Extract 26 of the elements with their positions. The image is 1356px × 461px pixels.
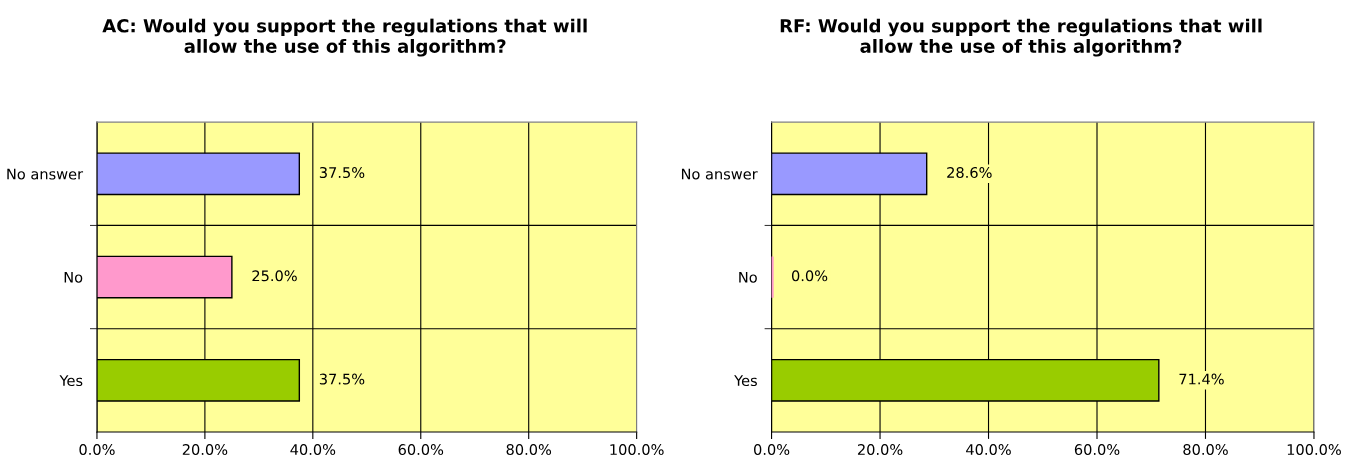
x-tick-label: 80.0% (1183, 444, 1228, 456)
data-label: 37.5% (319, 167, 365, 179)
data-label: 25.0% (252, 270, 297, 282)
x-tick-label: 60.0% (398, 444, 444, 456)
y-tick-label: No (739, 271, 757, 283)
data-label: 71.4% (1179, 373, 1224, 385)
y-tick-label: Yes (734, 375, 757, 387)
chart-title: AC: Would you support the regulations that will allow the use of this algorithm? (102, 18, 587, 57)
x-tick-label: 0.0% (79, 444, 115, 456)
x-tick-label: 100.0% (610, 444, 664, 456)
x-tick-label: 100.0% (1287, 444, 1341, 456)
x-tick-label: 20.0% (857, 444, 903, 456)
x-tick-label: 20.0% (182, 444, 228, 456)
x-tick-label: 80.0% (506, 444, 552, 456)
data-label: 37.5% (319, 373, 365, 385)
chart-title: RF: Would you support the regulations that will allow the use of this algorithm? (780, 18, 1262, 57)
data-label: 0.0% (791, 270, 828, 282)
y-tick-label: No answer (681, 168, 758, 180)
x-tick-label: 40.0% (966, 444, 1011, 456)
y-tick-label: Yes (59, 375, 83, 387)
x-tick-label: 40.0% (290, 444, 336, 456)
data-label: 28.6% (947, 167, 992, 179)
y-tick-label: No (64, 271, 83, 283)
y-tick-label: No answer (7, 168, 84, 180)
x-tick-label: 0.0% (754, 444, 790, 456)
x-tick-label: 60.0% (1074, 444, 1120, 456)
